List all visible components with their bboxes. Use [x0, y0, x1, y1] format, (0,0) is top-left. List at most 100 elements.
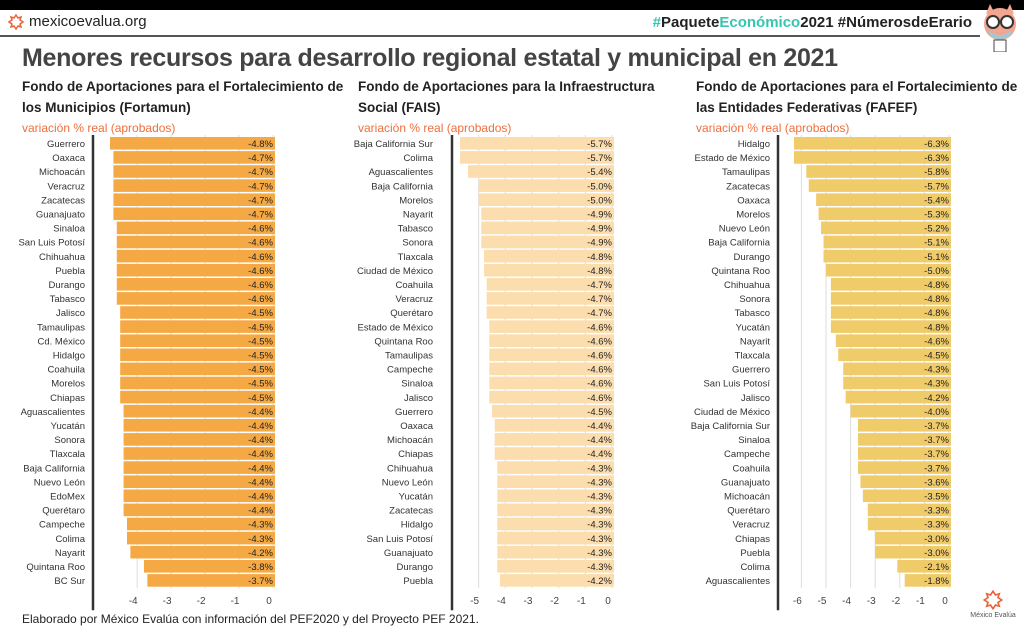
data-label: -4.3%: [587, 492, 612, 503]
data-label: -5.3%: [924, 210, 949, 221]
bar: [120, 334, 275, 347]
bar: [123, 489, 275, 503]
data-label: -4.5%: [248, 336, 273, 347]
category-label: Querétaro: [727, 506, 770, 517]
data-label: -5.0%: [587, 181, 612, 192]
chart-fais: -5 -4 -3 -2 -1 0 Baja California Sur -5.7% Colim…: [354, 135, 614, 611]
data-label: -5.0%: [587, 195, 612, 206]
data-label: -4.3%: [587, 463, 612, 474]
bar: [904, 574, 951, 587]
category-label: Nayarit: [55, 548, 85, 559]
data-label: -4.9%: [587, 210, 612, 221]
top-bar: [0, 0, 1024, 10]
category-label: Baja California: [23, 463, 85, 474]
category-label: Campeche: [387, 365, 433, 376]
bar: [123, 461, 275, 474]
bar: [835, 334, 951, 347]
data-label: -5.1%: [924, 252, 949, 263]
bar: [497, 489, 614, 503]
category-label: Hidalgo: [738, 139, 770, 150]
data-label: -4.7%: [248, 167, 273, 178]
data-label: -4.6%: [248, 280, 273, 291]
bar: [110, 137, 275, 150]
data-label: -4.4%: [587, 449, 612, 460]
data-label: -4.2%: [248, 548, 273, 559]
tick-label: -4: [129, 596, 138, 607]
category-label: Tabasco: [735, 308, 770, 319]
category-label: Tabasco: [50, 294, 85, 305]
data-label: -4.7%: [248, 153, 273, 164]
chart-2-title: Fondo de Aportaciones para la Infraestru…: [358, 79, 655, 115]
chart-fortamun: -4 -3 -2 -1 0 Guerrero -4.8% Oaxaca -4.7% Michoac…: [18, 135, 276, 611]
bar: [897, 560, 951, 573]
category-label: Ciudad de México: [694, 407, 770, 418]
bar: [862, 489, 951, 503]
bar: [489, 348, 614, 362]
category-label: Quintana Roo: [26, 562, 85, 573]
data-label: -4.3%: [587, 506, 612, 517]
category-label: Durango: [397, 562, 433, 573]
bar: [497, 503, 614, 517]
data-label: -4.7%: [587, 308, 612, 319]
category-label: Chihuahua: [724, 280, 771, 291]
category-label: Baja California: [371, 181, 433, 192]
data-label: -4.5%: [248, 308, 273, 319]
bar: [484, 249, 614, 263]
data-label: -4.2%: [924, 393, 949, 404]
bar: [116, 292, 276, 305]
bar: [478, 179, 614, 192]
category-label: Zacatecas: [389, 506, 433, 517]
category-label: Oaxaca: [400, 421, 433, 432]
data-label: -4.5%: [248, 379, 273, 390]
data-label: -4.4%: [248, 506, 273, 517]
category-label: Tamaulipas: [37, 322, 85, 333]
category-label: Quintana Roo: [711, 266, 770, 277]
data-label: -6.3%: [924, 153, 949, 164]
bar: [875, 545, 951, 559]
data-label: -4.7%: [587, 280, 612, 291]
chart-1-title: Fondo de Aportaciones para el Fortalecim…: [22, 79, 344, 115]
category-label: Veracruz: [396, 294, 434, 305]
category-label: Guerrero: [395, 407, 433, 418]
bar: [481, 221, 614, 235]
bar: [494, 433, 614, 446]
chart-3-subtitle: variación % real (aprobados): [696, 121, 850, 135]
bar: [460, 137, 614, 150]
data-label: -4.5%: [248, 322, 273, 333]
data-label: -4.2%: [587, 576, 612, 587]
bar: [116, 249, 276, 263]
bar: [806, 165, 951, 178]
bar: [821, 221, 951, 235]
category-label: Puebla: [55, 266, 85, 277]
bar: [486, 306, 614, 319]
footer-logo: México Evalúa: [968, 589, 1018, 619]
site-link[interactable]: mexicoevalua.org: [8, 13, 147, 30]
bar: [113, 193, 275, 206]
chart-fafef: -6 -5 -4 -3 -2 -1 0 Hidalgo -6.3% Estado de Méxic…: [691, 135, 951, 611]
bar: [116, 263, 276, 277]
data-label: -4.8%: [924, 280, 949, 291]
category-label: Sonora: [54, 435, 85, 446]
bar: [120, 320, 275, 333]
bar: [120, 390, 275, 404]
data-label: -4.5%: [587, 407, 612, 418]
bar: [113, 207, 275, 221]
category-label: San Luis Potosí: [366, 534, 433, 545]
category-label: Chiapas: [50, 393, 85, 404]
bar: [500, 574, 614, 587]
data-label: -4.6%: [587, 322, 612, 333]
tick-label: -2: [550, 596, 559, 607]
data-label: -4.4%: [248, 421, 273, 432]
bar: [843, 376, 951, 390]
data-label: -4.3%: [248, 520, 273, 531]
data-label: -4.3%: [587, 562, 612, 573]
bar: [468, 165, 614, 178]
category-label: Campeche: [39, 520, 85, 531]
bar: [120, 362, 275, 376]
category-label: Nuevo León: [382, 477, 433, 488]
data-label: -5.4%: [587, 167, 612, 178]
bar: [497, 560, 614, 573]
category-label: Jalisco: [56, 308, 85, 319]
data-label: -5.4%: [924, 195, 949, 206]
data-label: -4.8%: [924, 308, 949, 319]
